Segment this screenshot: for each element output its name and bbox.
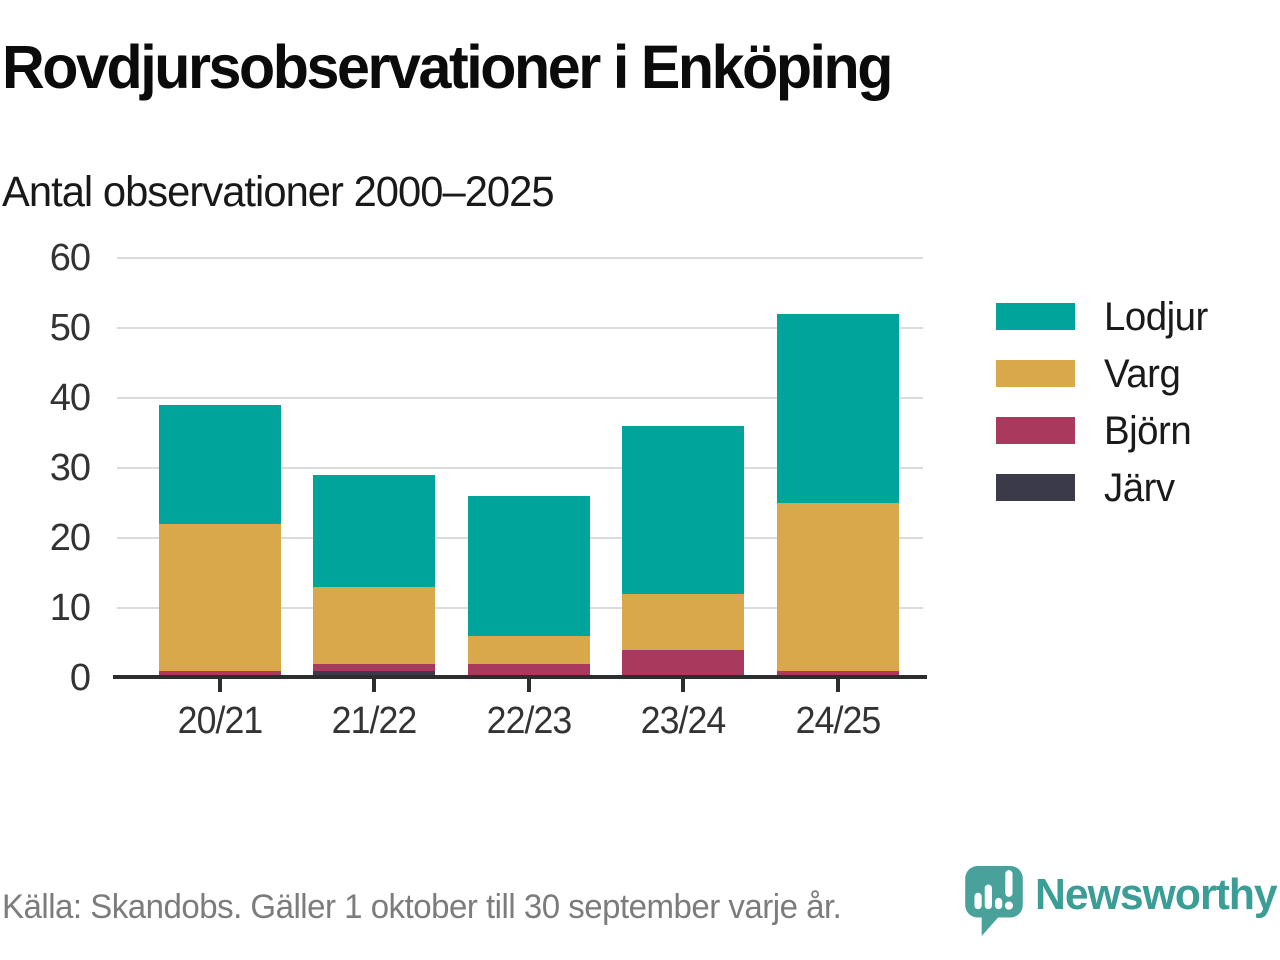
legend-label: Lodjur: [1104, 294, 1208, 339]
x-axis-tick: [218, 679, 222, 692]
bar-segment-varg-20-21: [159, 524, 281, 671]
legend-item-järv: Järv: [996, 468, 1212, 508]
gridline: [117, 467, 923, 469]
x-axis-label: 20/21: [177, 700, 264, 742]
y-axis-label: 50: [49, 307, 91, 349]
x-axis-label: 22/23: [486, 700, 573, 742]
legend: Lodjur Varg Björn Järv: [996, 297, 1212, 531]
chart-title: Rovdjursobservationer i Enköping: [2, 33, 893, 101]
bar-segment-björn-23-24: [622, 650, 744, 678]
legend-swatch-järv: [996, 474, 1075, 501]
legend-item-björn: Björn: [996, 411, 1212, 451]
bar-segment-björn-24-25: [777, 671, 899, 678]
legend-label: Björn: [1104, 408, 1192, 453]
bar-segment-björn-20-21: [159, 671, 281, 678]
x-axis-tick: [527, 679, 531, 692]
gridline: [117, 327, 923, 329]
x-axis-tick: [372, 679, 376, 692]
bar-segment-lodjur-23-24: [622, 426, 744, 594]
legend-swatch-varg: [996, 360, 1075, 387]
bar-segment-varg-23-24: [622, 594, 744, 650]
source-note: Källa: Skandobs. Gäller 1 oktober till 3…: [2, 888, 842, 926]
y-axis-label: 60: [49, 237, 91, 279]
bar-segment-lodjur-24-25: [777, 314, 899, 503]
gridline: [117, 257, 923, 259]
legend-item-lodjur: Lodjur: [996, 297, 1212, 337]
bar-segment-varg-22-23: [468, 636, 590, 664]
y-axis-label: 30: [49, 447, 91, 489]
bar-segment-lodjur-21-22: [313, 475, 435, 587]
chart-subtitle: Antal observationer 2000–2025: [2, 168, 555, 216]
brand-logo: Newsworthy: [963, 864, 1280, 938]
x-axis-label: 24/25: [795, 700, 882, 742]
legend-swatch-björn: [996, 417, 1075, 444]
x-axis-label: 21/22: [331, 700, 418, 742]
x-axis-label: 23/24: [640, 700, 727, 742]
bar-segment-björn-22-23: [468, 664, 590, 678]
newsworthy-logo-icon: [965, 866, 1023, 936]
legend-label: Varg: [1104, 351, 1181, 396]
y-axis-label: 0: [69, 657, 91, 699]
y-axis-label: 10: [49, 587, 91, 629]
bar-segment-varg-21-22: [313, 587, 435, 664]
y-axis-label: 40: [49, 377, 91, 419]
x-axis-tick: [836, 679, 840, 692]
x-axis-line: [113, 675, 927, 679]
legend-swatch-lodjur: [996, 303, 1075, 330]
gridline: [117, 397, 923, 399]
bar-segment-lodjur-22-23: [468, 496, 590, 636]
legend-item-varg: Varg: [996, 354, 1212, 394]
bar-segment-lodjur-20-21: [159, 405, 281, 524]
legend-label: Järv: [1104, 465, 1175, 510]
bar-segment-järv-21-22: [313, 671, 435, 678]
bar-segment-varg-24-25: [777, 503, 899, 671]
bar-segment-björn-21-22: [313, 664, 435, 671]
y-axis-label: 20: [49, 517, 91, 559]
x-axis-tick: [681, 679, 685, 692]
brand-name: Newsworthy: [1035, 870, 1278, 919]
